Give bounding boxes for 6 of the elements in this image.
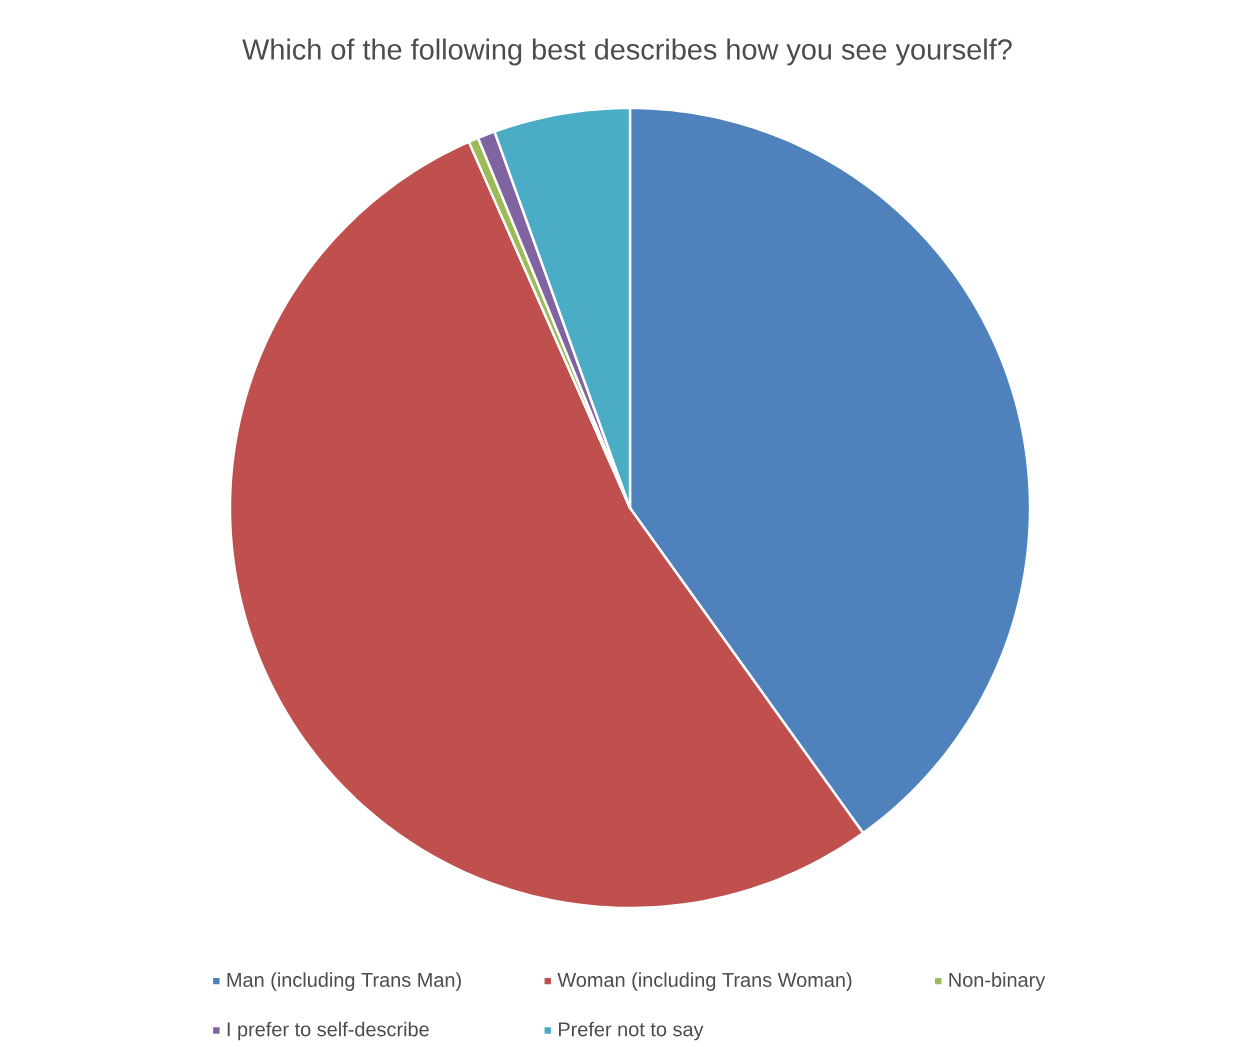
legend-label: Man (including Trans Man) [227, 972, 461, 991]
legend-label: Non-binary [949, 972, 1046, 991]
chart-title: Which of the following best describes how you see yourself? [242, 38, 1012, 66]
legend-label: Prefer not to say [558, 1021, 704, 1041]
legend-label: Woman (including Trans Woman) [557, 972, 852, 991]
legend-label: I prefer to self-describe [227, 1021, 429, 1041]
